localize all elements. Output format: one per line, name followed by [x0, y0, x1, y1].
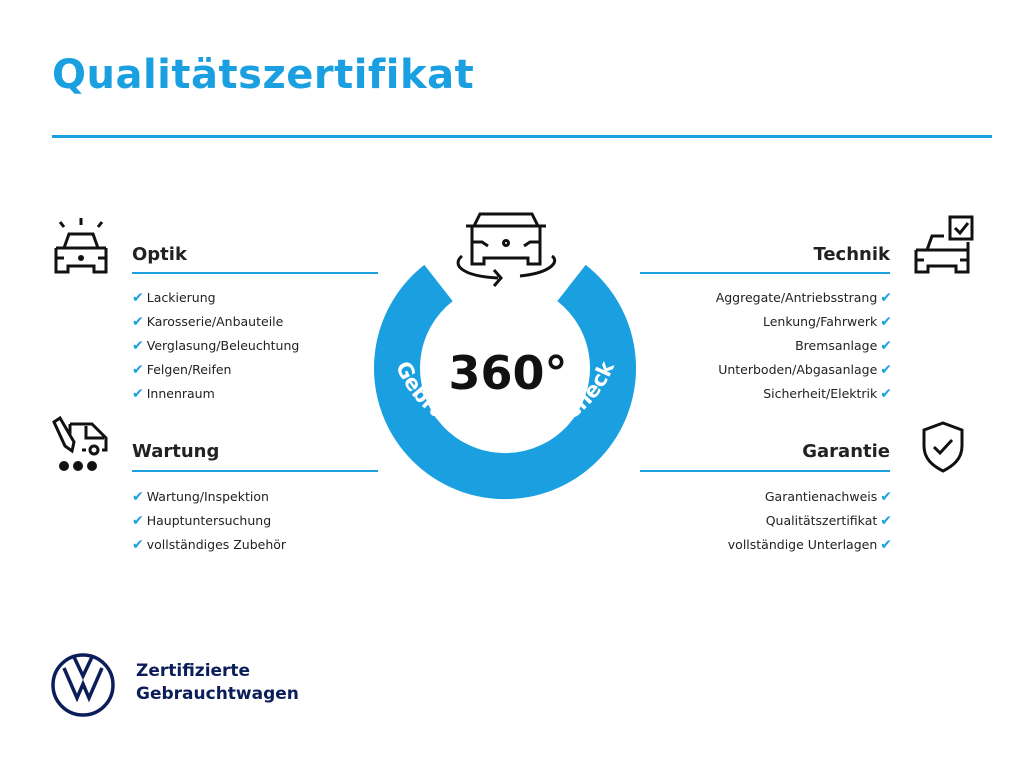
list-item: Unterboden/Abgasanlage ✔	[718, 362, 892, 378]
check-icon: ✔	[132, 290, 144, 306]
optik-divider	[132, 272, 378, 274]
car-rotate-icon	[456, 212, 557, 287]
list-item: Sicherheit/Elektrik ✔	[763, 386, 892, 402]
list-item: ✔ Lackierung	[132, 290, 216, 306]
check-icon: ✔	[880, 314, 892, 330]
check-icon: ✔	[132, 386, 144, 402]
check-icon: ✔	[880, 537, 892, 553]
wartung-divider	[132, 470, 378, 472]
ring-arc	[374, 264, 636, 500]
check-icon: ✔	[880, 290, 892, 306]
check-icon: ✔	[880, 338, 892, 354]
check-icon: ✔	[132, 489, 144, 505]
check-icon: ✔	[132, 513, 144, 529]
section-title-garantie: Garantie	[802, 441, 890, 462]
optik-list: ✔ Lackierung ✔ Karosserie/Anbauteile ✔ Verg…	[132, 286, 299, 406]
section-title-optik: Optik	[132, 244, 187, 265]
wartung-list: ✔ Wartung/Inspektion ✔ Hauptuntersuchung ✔…	[132, 485, 286, 557]
shield-check-icon	[922, 421, 964, 473]
check-icon: ✔	[132, 338, 144, 354]
car-lights-icon	[54, 218, 108, 274]
technik-list: Aggregate/Antriebsstrang ✔ Lenkung/Fahrwe…	[716, 286, 892, 406]
check-icon: ✔	[132, 362, 144, 378]
car-checkbox-icon	[914, 215, 974, 274]
garantie-list: Garantienachweis ✔ Qualitätszertifikat ✔ v…	[728, 485, 892, 557]
list-item: ✔ vollständiges Zubehör	[132, 537, 287, 553]
technik-divider	[640, 272, 890, 274]
degrees-label: 360°	[448, 346, 567, 400]
section-title-wartung: Wartung	[132, 441, 220, 462]
section-title-technik: Technik	[813, 244, 890, 265]
list-item: ✔ Karosserie/Anbauteile	[132, 314, 284, 330]
list-item: Garantienachweis ✔	[764, 489, 892, 505]
list-item: Lenkung/Fahrwerk ✔	[763, 314, 892, 330]
list-item: ✔ Wartung/Inspektion	[132, 489, 269, 505]
list-item: ✔ Hauptuntersuchung	[132, 513, 272, 529]
service-van-icon	[52, 415, 108, 471]
check-icon: ✔	[880, 386, 892, 402]
list-item: ✔ Innenraum	[132, 386, 215, 402]
check-icon: ✔	[880, 489, 892, 505]
brand-text: Zertifizierte Gebrauchtwagen	[136, 661, 299, 704]
garantie-divider	[640, 470, 890, 472]
check-icon: ✔	[132, 314, 144, 330]
list-item: Aggregate/Antriebsstrang ✔	[715, 290, 892, 306]
list-item: ✔ Verglasung/Beleuchtung	[132, 338, 300, 354]
list-item: Bremsanlage ✔	[795, 338, 892, 354]
list-item: Qualitätszertifikat ✔	[765, 513, 892, 529]
check-icon: ✔	[880, 513, 892, 529]
check-icon: ✔	[880, 362, 892, 378]
check-icon: ✔	[132, 537, 144, 553]
vw-logo	[51, 653, 115, 717]
title-divider	[52, 135, 992, 138]
page-title: Qualitätszertifikat	[52, 52, 475, 98]
list-item: vollständige Unterlagen ✔	[727, 537, 892, 553]
list-item: ✔ Felgen/Reifen	[132, 362, 232, 378]
